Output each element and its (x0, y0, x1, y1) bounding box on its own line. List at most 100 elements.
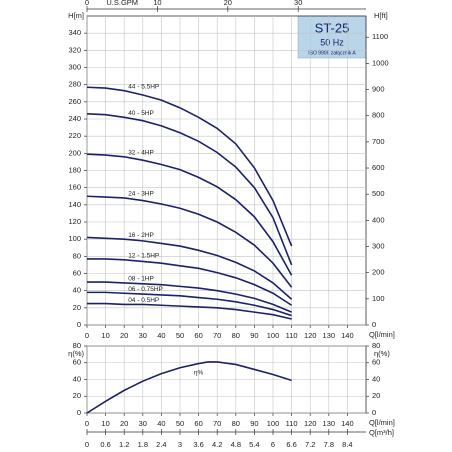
x2-tick-label: 20 (224, 0, 232, 7)
x-tick-label: 120 (304, 331, 317, 340)
x2-tick-label: 4.8 (231, 440, 241, 449)
y-tick-label: 100 (68, 234, 81, 243)
y-axis-label: η(%) (68, 349, 84, 358)
series-line (86, 86, 293, 247)
x-tick-label: 20 (120, 331, 128, 340)
x-tick-label: 130 (323, 419, 336, 428)
y-tick-label: 180 (68, 165, 81, 174)
y-tick-label: 340 (68, 28, 81, 37)
y-tick-label: 160 (68, 183, 81, 192)
x2-tick-label: 7.2 (305, 440, 315, 449)
series-line (86, 361, 292, 414)
x-tick-label: 90 (250, 331, 258, 340)
x-tick-label: 140 (341, 419, 354, 428)
series-label: 32 - 4HP (128, 149, 154, 156)
x2-tick-label: 0 (85, 0, 89, 7)
x2-tick-label: 10 (153, 0, 161, 7)
series-line (87, 258, 293, 306)
y2-tick-label: 400 (372, 215, 385, 224)
y-tick-label: 40 (73, 286, 81, 295)
x2-tick-label: 3 (178, 440, 182, 449)
x2-tick-label: 1.2 (119, 440, 129, 449)
y2-tick-label: 700 (372, 137, 385, 146)
y2-tick-label: 800 (372, 111, 385, 120)
x-tick-label: 70 (213, 331, 221, 340)
y2-tick-label: 100 (372, 294, 385, 303)
x-tick-label: 80 (232, 331, 240, 340)
y-tick-label: 80 (73, 341, 81, 350)
x2-tick-label: 7.8 (324, 440, 334, 449)
y2-tick-label: 900 (372, 85, 385, 94)
y2-tick-label: 500 (372, 189, 385, 198)
series-line (86, 113, 293, 266)
series-line (87, 291, 292, 317)
y2-tick-label: 600 (372, 163, 385, 172)
x-tick-label: 40 (157, 419, 165, 428)
x-tick-label: 50 (176, 419, 184, 428)
y-tick-label: 120 (68, 217, 81, 226)
series-line (86, 153, 293, 276)
series-line (86, 195, 293, 288)
x2-tick-label: 3.6 (193, 440, 203, 449)
series-label: 16 - 2HP (128, 232, 154, 239)
y-tick-label: 240 (68, 114, 81, 123)
x-tick-label: 50 (176, 331, 184, 340)
series-line (87, 302, 292, 320)
y2-tick-label: 20 (372, 391, 380, 400)
series-label: 24 - 3HP (128, 191, 154, 198)
x-tick-label: 130 (323, 331, 336, 340)
series-label: 04 - 0.5HP (128, 297, 159, 304)
y-tick-label: 300 (68, 62, 81, 71)
y2-tick-label: 0 (372, 320, 376, 329)
x2-axis-label: Q[m³/h] (369, 428, 394, 437)
y-tick-label: 20 (73, 303, 81, 312)
x-tick-label: 30 (139, 331, 147, 340)
y-tick-label: 140 (68, 200, 81, 209)
x-tick-label: 60 (194, 419, 202, 428)
x2-tick-label: 0.6 (100, 440, 110, 449)
x-tick-label: 120 (304, 419, 317, 428)
y-tick-label: 320 (68, 45, 81, 54)
x-tick-label: 0 (85, 331, 89, 340)
series-line (86, 236, 293, 300)
series-label: 08 - 1HP (128, 276, 154, 283)
model-label: ST-25 (315, 20, 350, 35)
y2-tick-label: 60 (372, 358, 380, 367)
x-tick-label: 60 (194, 331, 202, 340)
y-tick-label: 20 (73, 391, 81, 400)
y-tick-label: 40 (73, 374, 81, 383)
x-tick-label: 20 (120, 419, 128, 428)
x2-tick-label: 0 (85, 440, 89, 449)
x-tick-label: 40 (157, 331, 165, 340)
series-label: 12 - 1.5HP (128, 252, 159, 259)
y-tick-label: 200 (68, 148, 81, 157)
series-label: 40 - 5HP (128, 110, 154, 117)
x-tick-label: 0 (85, 419, 89, 428)
y-tick-label: 60 (73, 268, 81, 277)
y2-tick-label: 300 (372, 241, 385, 250)
x2-tick-label: 5.4 (249, 440, 259, 449)
x2-tick-label: 6.6 (286, 440, 296, 449)
frequency-label: 50 Hz (320, 37, 344, 47)
x2-tick-label: 30 (294, 0, 302, 7)
y2-tick-label: 1100 (372, 32, 388, 41)
y2-tick-label: 200 (372, 268, 385, 277)
x2-tick-label: 1.8 (138, 440, 148, 449)
y-axis-label: H[m] (68, 11, 84, 20)
x-tick-label: 10 (101, 331, 109, 340)
standard-label: ISO 9906 załącznik A (308, 50, 356, 56)
x-tick-label: 100 (267, 331, 280, 340)
series-line (87, 281, 292, 313)
y2-tick-label: 1000 (372, 58, 389, 67)
x-axis-label: Q[l/min] (369, 330, 395, 339)
x2-tick-label: 4.2 (212, 440, 222, 449)
series-label: η% (194, 369, 204, 376)
x-tick-label: 110 (286, 331, 298, 340)
x-tick-label: 140 (341, 331, 354, 340)
x-tick-label: 80 (232, 419, 240, 428)
y-tick-label: 220 (68, 131, 81, 140)
x2-tick-label: 6 (271, 440, 275, 449)
y2-axis-label: η(%) (374, 349, 390, 358)
y-tick-label: 60 (73, 358, 81, 367)
